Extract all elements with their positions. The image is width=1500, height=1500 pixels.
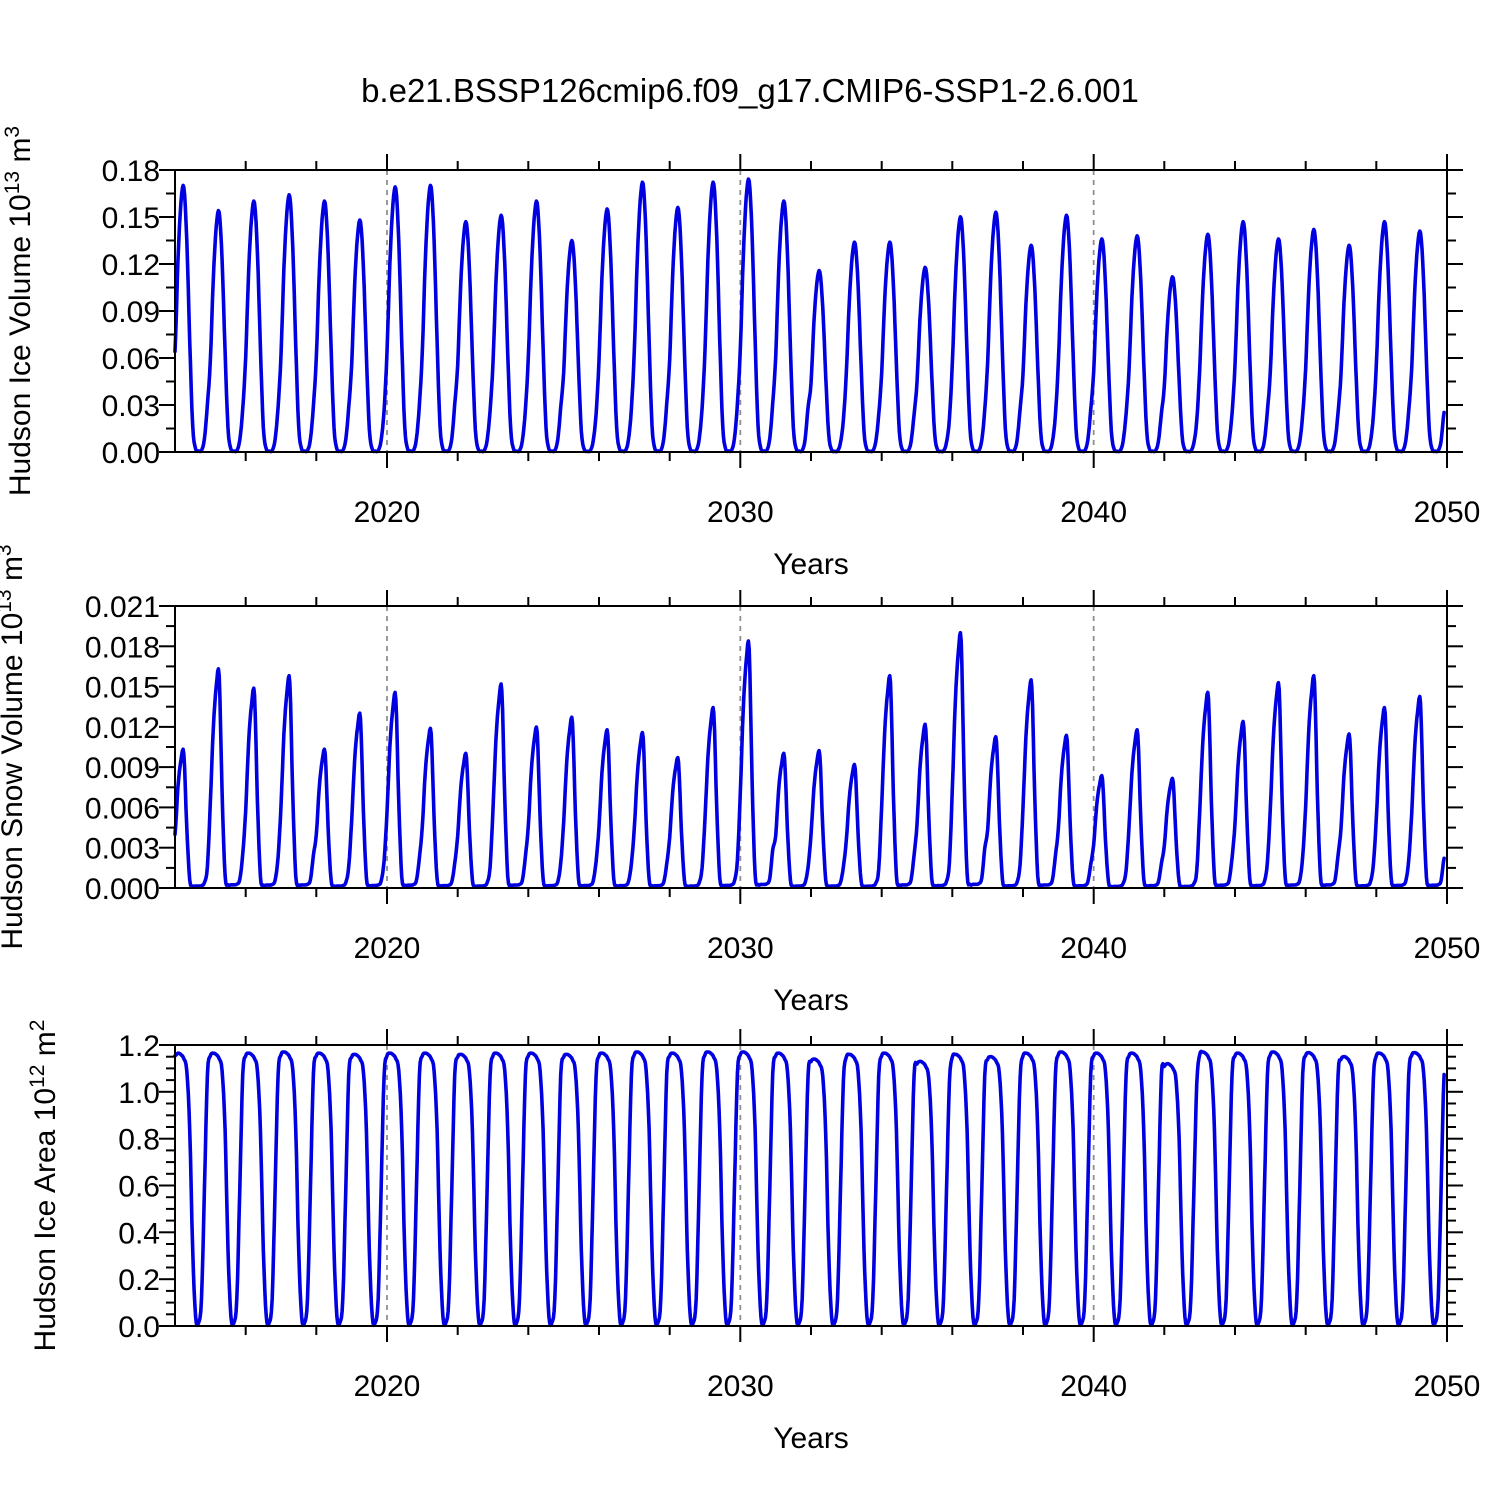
- y-tick-label: 0.03: [102, 390, 160, 423]
- x-tick-label: 2040: [1060, 496, 1127, 529]
- y-tick-label: 0.018: [85, 631, 160, 664]
- x-tick-label: 2050: [1414, 1370, 1481, 1403]
- panel-hudson-ice-volume: 0.18 0.15 0.12 0.09 0.06 0.03 0.00 2020 2030 2040…: [1, 126, 1480, 581]
- y-axis-title-unit: m: [29, 1031, 62, 1064]
- y-tick-label: 0.12: [102, 249, 160, 282]
- y-axis-title-unit-exponent: 2: [26, 1020, 49, 1032]
- y-tick-label: 0.6: [118, 1171, 160, 1204]
- x-tick-label: 2030: [707, 1370, 774, 1403]
- y-tick-label: 0.006: [85, 792, 160, 825]
- y-tick-label: 0.15: [102, 202, 160, 235]
- x-tick-label: 2030: [707, 932, 774, 965]
- x-tick-label: 2050: [1414, 496, 1481, 529]
- x-tick-label: 2040: [1060, 1370, 1127, 1403]
- panel-hudson-snow-volume: 0.021 0.018 0.015 0.012 0.009 0.006 0.003 0.000…: [0, 544, 1480, 1017]
- y-axis-title-exponent: 12: [26, 1065, 49, 1088]
- y-tick-label: 0.003: [85, 833, 160, 866]
- x-tick-label: 2020: [354, 496, 421, 529]
- y-tick-label: 0.012: [85, 712, 160, 745]
- y-axis-title-main: Hudson Ice Area 10: [29, 1088, 62, 1352]
- y-axis-title-unit: m: [0, 556, 29, 589]
- y-tick-label: 0.06: [102, 343, 160, 376]
- hudson-ice-area-line: [173, 1049, 1446, 1328]
- x-tick-label: 2030: [707, 496, 774, 529]
- y-tick-label: 0.2: [118, 1264, 160, 1297]
- y-tick-label: 1.2: [118, 1030, 160, 1063]
- x-axis-title: Years: [773, 1422, 849, 1455]
- y-tick-label: 0.4: [118, 1217, 160, 1250]
- y-axis-title-unit-exponent: 3: [1, 126, 24, 138]
- y-axis-title: Hudson Ice Volume 1013 m3: [1, 126, 37, 496]
- x-tick-label: 2020: [354, 1370, 421, 1403]
- figure-title: b.e21.BSSP126cmip6.f09_g17.CMIP6-SSP1-2.…: [361, 72, 1139, 109]
- y-tick-label: 1.0: [118, 1077, 160, 1110]
- x-tick-label: 2050: [1414, 932, 1481, 965]
- panel-hudson-ice-area: 1.2 1.0 0.8 0.6 0.4 0.2 0.0 2020 2030 2040 2050 Yea…: [26, 1020, 1480, 1455]
- y-axis-title-main: Hudson Snow Volume 10: [0, 613, 29, 950]
- hudson-ice-volume-line: [173, 177, 1446, 454]
- y-axis-title: Hudson Ice Area 1012 m2: [26, 1020, 62, 1352]
- y-axis-title-unit: m: [4, 138, 37, 171]
- x-axis-title: Years: [773, 548, 849, 581]
- x-tick-label: 2020: [354, 932, 421, 965]
- y-axis-title-exponent: 13: [0, 589, 16, 612]
- x-axis-title: Years: [773, 984, 849, 1017]
- y-tick-label: 0.09: [102, 296, 160, 329]
- y-tick-label: 0.015: [85, 672, 160, 705]
- y-tick-label: 0.0: [118, 1311, 160, 1344]
- x-tick-label: 2040: [1060, 932, 1127, 965]
- y-tick-label: 0.000: [85, 873, 160, 906]
- y-axis-title: Hudson Snow Volume 1013 m3: [0, 544, 29, 949]
- y-axis-title-exponent: 13: [1, 171, 24, 194]
- y-tick-label: 0.18: [102, 155, 160, 188]
- y-axis-title-main: Hudson Ice Volume 10: [4, 194, 37, 496]
- y-tick-label: 0.8: [118, 1124, 160, 1157]
- y-tick-label: 0.00: [102, 437, 160, 470]
- hudson-snow-volume-line: [173, 630, 1446, 889]
- y-tick-label: 0.009: [85, 752, 160, 785]
- y-axis-title-unit-exponent: 3: [0, 544, 16, 556]
- y-tick-label: 0.021: [85, 591, 160, 624]
